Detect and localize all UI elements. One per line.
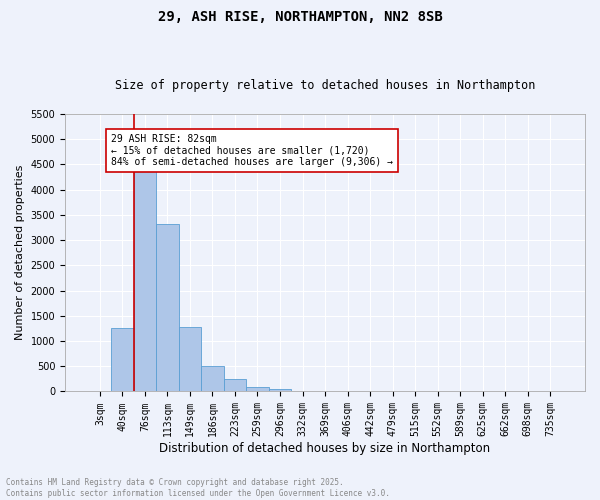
Bar — [314, 391, 336, 392]
Y-axis label: Number of detached properties: Number of detached properties — [15, 165, 25, 340]
Text: 29, ASH RISE, NORTHAMPTON, NN2 8SB: 29, ASH RISE, NORTHAMPTON, NN2 8SB — [158, 10, 442, 24]
Bar — [224, 379, 246, 392]
Bar — [134, 168, 156, 392]
Bar — [201, 366, 224, 392]
Title: Size of property relative to detached houses in Northampton: Size of property relative to detached ho… — [115, 79, 535, 92]
Bar — [111, 328, 134, 392]
Bar — [291, 390, 314, 392]
Bar — [269, 389, 291, 392]
Bar — [179, 327, 201, 392]
X-axis label: Distribution of detached houses by size in Northampton: Distribution of detached houses by size … — [160, 442, 491, 455]
Bar — [246, 386, 269, 392]
Text: Contains HM Land Registry data © Crown copyright and database right 2025.
Contai: Contains HM Land Registry data © Crown c… — [6, 478, 390, 498]
Bar — [156, 224, 179, 392]
Text: 29 ASH RISE: 82sqm
← 15% of detached houses are smaller (1,720)
84% of semi-deta: 29 ASH RISE: 82sqm ← 15% of detached hou… — [111, 134, 393, 168]
